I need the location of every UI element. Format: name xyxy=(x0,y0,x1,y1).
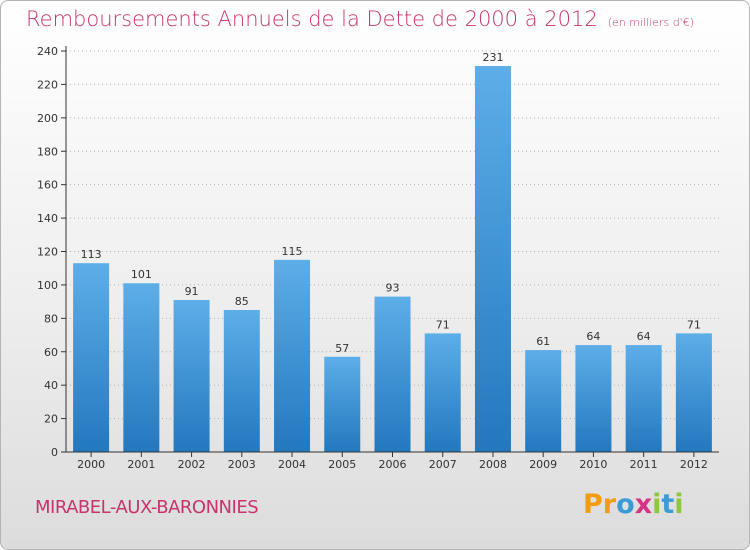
logo-letter: i xyxy=(652,489,662,520)
x-tick-label: 2009 xyxy=(529,458,557,471)
logo-letter: x xyxy=(634,489,653,520)
y-tick-label: 20 xyxy=(44,413,58,426)
logo-letter: i xyxy=(674,489,684,520)
x-tick-label: 2007 xyxy=(429,458,457,471)
x-tick-label: 2006 xyxy=(379,458,407,471)
data-label: 91 xyxy=(185,285,199,298)
bar xyxy=(575,345,612,452)
bar xyxy=(223,309,260,452)
bar xyxy=(675,333,712,452)
x-tick-label: 2003 xyxy=(228,458,256,471)
bar xyxy=(424,333,461,452)
proxiti-logo: Proxiti xyxy=(583,489,684,520)
y-tick-label: 200 xyxy=(37,112,58,125)
data-label: 57 xyxy=(335,342,349,355)
y-tick-label: 120 xyxy=(37,246,58,259)
bar xyxy=(123,283,160,452)
y-tick-label: 40 xyxy=(44,379,58,392)
y-tick-label: 180 xyxy=(37,145,58,158)
bar xyxy=(625,345,662,452)
logo-letter: r xyxy=(602,489,617,520)
y-tick-label: 240 xyxy=(37,45,58,58)
bar xyxy=(474,66,511,452)
data-label: 71 xyxy=(687,318,701,331)
data-label: 64 xyxy=(586,330,600,343)
data-label: 71 xyxy=(436,318,450,331)
x-tick-label: 2008 xyxy=(479,458,507,471)
y-tick-label: 140 xyxy=(37,212,58,225)
data-label: 113 xyxy=(81,248,102,261)
x-tick-label: 2010 xyxy=(579,458,607,471)
bar xyxy=(274,259,311,452)
data-label: 93 xyxy=(386,282,400,295)
bar xyxy=(525,350,562,452)
chart-title: Remboursements Annuels de la Dette de 20… xyxy=(26,7,694,31)
y-tick-label: 0 xyxy=(51,446,58,459)
y-tick-label: 160 xyxy=(37,179,58,192)
y-tick-label: 100 xyxy=(37,279,58,292)
logo-letter: o xyxy=(616,489,635,520)
data-label: 64 xyxy=(637,330,651,343)
data-label: 61 xyxy=(536,335,550,348)
data-label: 231 xyxy=(482,51,503,64)
x-tick-label: 2002 xyxy=(178,458,206,471)
bar xyxy=(374,296,411,452)
x-tick-label: 2011 xyxy=(630,458,658,471)
x-tick-label: 2005 xyxy=(328,458,356,471)
bar xyxy=(173,299,210,452)
x-tick-label: 2001 xyxy=(127,458,155,471)
x-tick-label: 2000 xyxy=(77,458,105,471)
y-tick-label: 220 xyxy=(37,78,58,91)
chart-subtitle: (en milliers d'€) xyxy=(607,16,694,29)
x-tick-label: 2004 xyxy=(278,458,306,471)
logo-letter: P xyxy=(583,489,603,520)
logo-letter: t xyxy=(661,489,675,520)
commune-name: MIRABEL-AUX-BARONNIES xyxy=(35,497,259,518)
y-tick-label: 80 xyxy=(44,312,58,325)
data-label: 115 xyxy=(282,245,303,258)
x-tick-label: 2012 xyxy=(680,458,708,471)
data-label: 101 xyxy=(131,268,152,281)
title-text: Remboursements Annuels de la Dette de 20… xyxy=(26,7,598,31)
y-tick-label: 60 xyxy=(44,346,58,359)
bar xyxy=(73,263,110,452)
bar xyxy=(324,356,361,452)
data-label: 85 xyxy=(235,295,249,308)
